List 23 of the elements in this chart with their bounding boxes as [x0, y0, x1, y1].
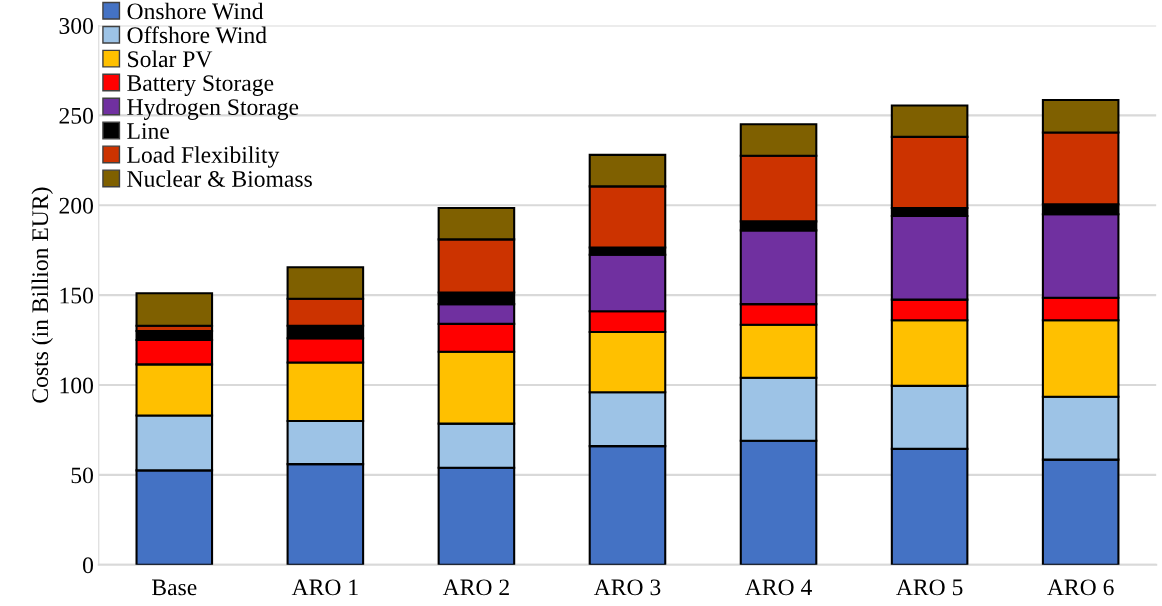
- y-tick-label: 300: [59, 17, 94, 34]
- x-tick-label: Base: [152, 579, 197, 596]
- y-tick-label: 250: [59, 107, 94, 124]
- legend-label: Nuclear & Biomass: [127, 170, 312, 187]
- y-tick-label: 200: [59, 197, 94, 214]
- legend-label: Hydrogen Storage: [127, 98, 299, 120]
- y-tick-label: 0: [83, 557, 94, 574]
- y-axis-title: Costs (in Billion EUR): [31, 187, 53, 403]
- x-tick-label: ARO 1: [291, 579, 358, 596]
- legend-label: Offshore Wind: [127, 26, 267, 44]
- legend-label: Line: [127, 123, 169, 140]
- x-tick-label: ARO 2: [442, 579, 509, 596]
- x-tick-label: ARO 6: [1047, 579, 1114, 596]
- x-tick-label: ARO 3: [593, 579, 661, 596]
- legend-label: Solar PV: [128, 50, 213, 68]
- legend-label: Onshore Wind: [127, 2, 264, 20]
- legend-label: Battery Storage: [127, 75, 274, 96]
- y-tick-label: 50: [71, 467, 94, 484]
- x-tick-label: ARO 5: [896, 579, 963, 596]
- y-tick-label: 100: [60, 377, 94, 394]
- y-tick-label: 150: [60, 287, 94, 304]
- legend-label: Load Flexibility: [127, 146, 280, 168]
- x-tick-label: ARO 4: [744, 579, 812, 596]
